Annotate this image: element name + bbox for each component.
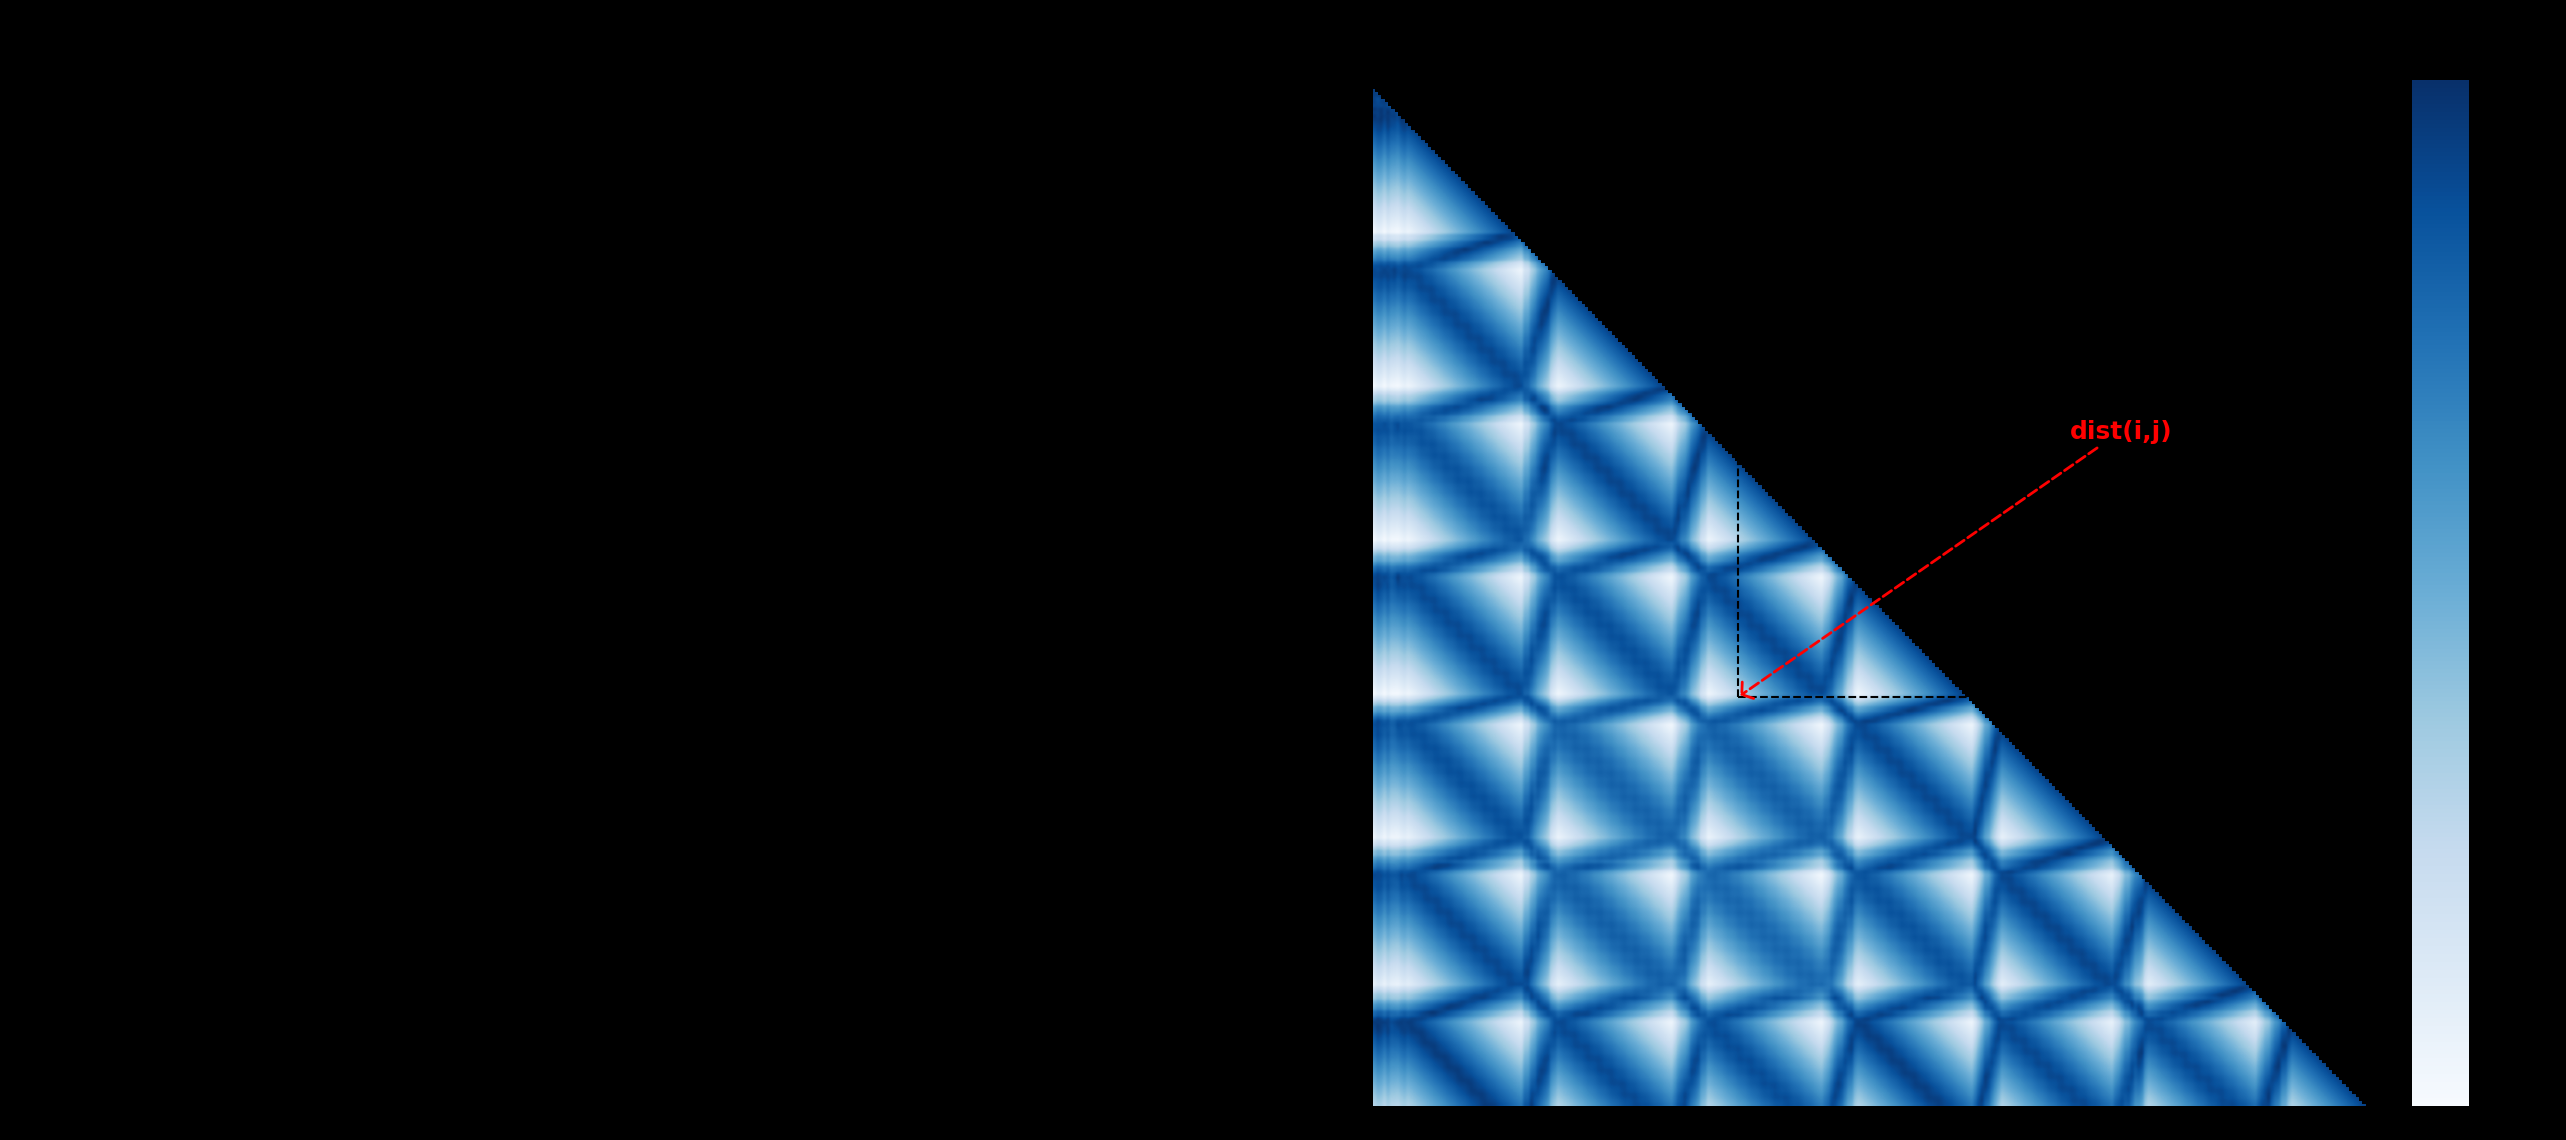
Text: dist(i,j): dist(i,j) bbox=[1742, 420, 2171, 699]
